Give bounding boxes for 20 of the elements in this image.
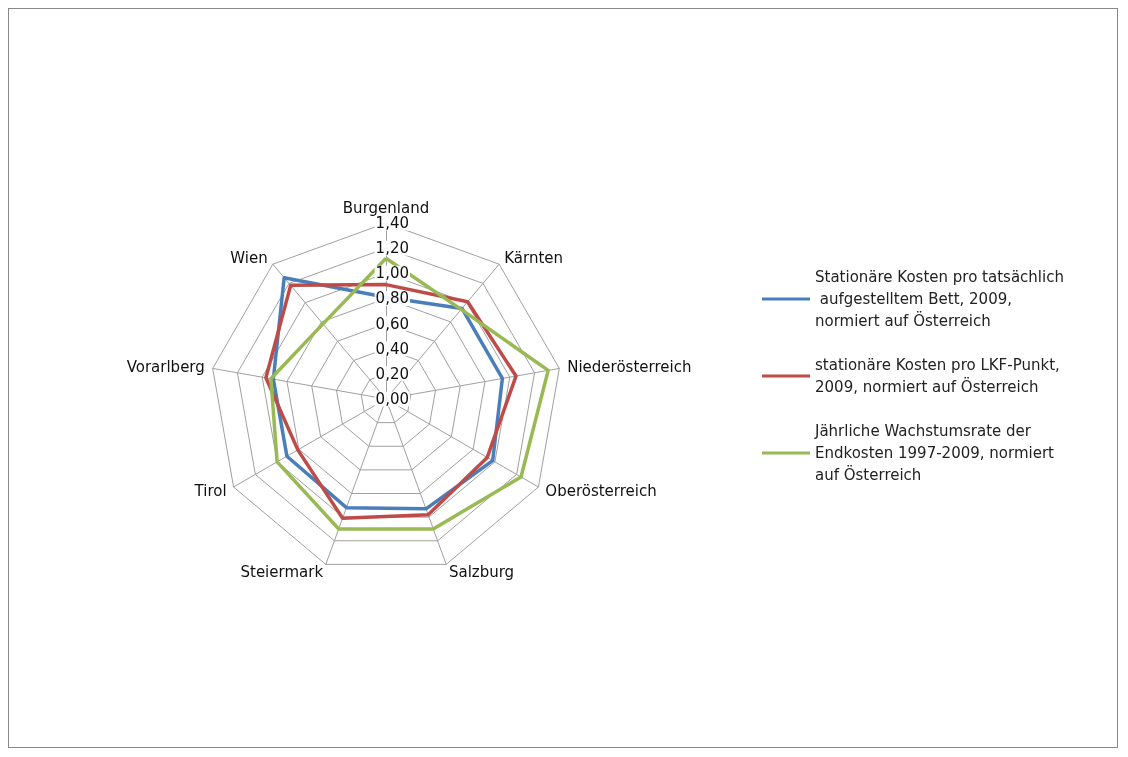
y-tick-label: 0,40 [375, 339, 409, 358]
legend-label: Jährliche Wachstumsrate der Endkosten 1997-2009, normiert auf Österreich [814, 422, 1059, 484]
spoke-label: Burgenland [342, 198, 430, 217]
y-tick-label: 0,60 [375, 314, 409, 333]
spoke-label: Salzburg [448, 562, 515, 581]
spoke-label: Steiermark [240, 562, 324, 581]
spoke-label: Vorarlberg [126, 358, 205, 377]
spoke-label: Tirol [193, 482, 227, 500]
y-tick-label: 1,00 [375, 264, 409, 283]
y-tick-label: 1,40 [375, 214, 409, 232]
legend-label: Stationäre Kosten pro tatsächlich aufgestelltem Bett, 2009, normiert auf Österreich [815, 268, 1064, 330]
legend-label: stationäre Kosten pro LKF-Punkt, 2009, normiert auf Österreich [815, 356, 1065, 396]
y-tick-label: 0,00 [375, 390, 409, 408]
y-tick-label: 0,80 [375, 289, 409, 308]
y-tick-label: 1,20 [375, 239, 409, 258]
spoke-label: Oberösterreich [545, 482, 657, 500]
spoke-label: Niederösterreich [567, 358, 692, 377]
spoke-label: Kärnten [504, 249, 564, 268]
spoke-label: Wien [230, 249, 268, 268]
y-tick-label: 0,20 [375, 364, 409, 383]
